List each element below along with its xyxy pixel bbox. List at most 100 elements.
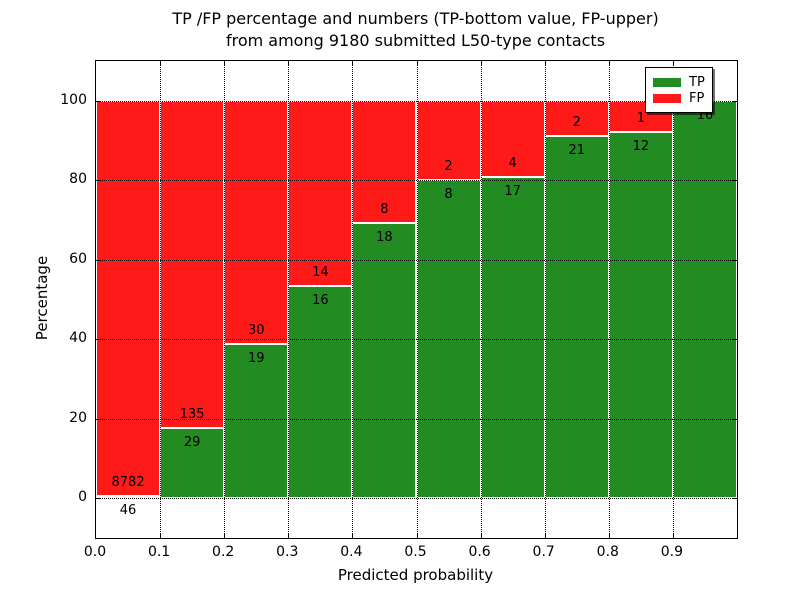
tp-count-label: 19 [247, 351, 265, 367]
x-tick-label: 0.3 [276, 544, 299, 560]
tp-count-label: 29 [183, 434, 201, 450]
y-axis-tick [96, 180, 101, 182]
fp-count-label: 8782 [111, 474, 145, 490]
vertical-gridline [672, 61, 674, 538]
y-axis-tick [96, 339, 101, 341]
x-tick-label: 0.7 [532, 544, 555, 560]
x-axis-tick-top [480, 61, 482, 66]
fp-count-label: 1 [636, 110, 645, 126]
tp-color-swatch [653, 77, 681, 87]
tp-bar-segment [224, 344, 289, 498]
tp-bar-segment [480, 176, 545, 498]
fp-count-label: 30 [247, 323, 265, 339]
vertical-gridline [288, 61, 290, 538]
fp-color-swatch [653, 93, 681, 103]
x-axis-tick-top [672, 61, 674, 66]
x-tick-label: 0.0 [83, 544, 107, 560]
vertical-gridline [608, 61, 610, 538]
chart-title: TP /FP percentage and numbers (TP-bottom… [95, 8, 736, 52]
tp-bar-segment [96, 495, 161, 498]
y-tick-label: 40 [69, 330, 87, 347]
y-axis-tick-right [732, 101, 737, 102]
x-axis-tick [352, 533, 354, 538]
vertical-gridline [416, 61, 418, 538]
x-axis-tick-top [352, 61, 354, 66]
fp-bar-segment [416, 101, 481, 181]
fp-count-label: 8 [380, 202, 389, 218]
y-axis-tick [96, 259, 101, 261]
vertical-gridline [160, 61, 162, 538]
y-tick-label: 60 [69, 250, 87, 267]
y-tick-label: 0 [78, 489, 87, 505]
vertical-gridline [544, 61, 546, 538]
chart-title-line1: TP /FP percentage and numbers (TP-bottom… [172, 9, 659, 28]
y-axis-tick-right [732, 498, 737, 499]
tp-count-label: 12 [632, 138, 650, 154]
x-axis-tick [416, 533, 418, 538]
x-axis-label: Predicted probability [337, 566, 494, 584]
legend-entry-fp: FP [653, 90, 712, 106]
tp-count-label: 21 [568, 142, 585, 158]
x-axis-tick-top [224, 61, 226, 66]
fp-count-label: 2 [572, 114, 581, 130]
y-tick-label: 20 [69, 409, 87, 426]
tp-count-label: 18 [376, 230, 393, 246]
y-axis-tick-right [732, 180, 737, 182]
chart-title-line2: from among 9180 submitted L50-type conta… [225, 31, 606, 50]
x-axis-tick [480, 533, 482, 538]
vertical-gridline [352, 61, 354, 538]
x-axis-tick [288, 533, 290, 538]
x-tick-label: 0.1 [147, 544, 171, 560]
x-tick-label: 0.4 [340, 544, 363, 560]
tp-bar-segment [544, 135, 609, 498]
y-tick-label: 100 [60, 92, 87, 108]
x-tick-label: 0.9 [660, 544, 684, 560]
x-tick-label: 0.6 [468, 544, 491, 560]
x-axis-tick [672, 533, 674, 538]
y-axis-tick [96, 418, 101, 420]
x-axis-tick [608, 533, 610, 538]
legend: TP FP [645, 67, 713, 113]
tp-bar-segment [352, 223, 417, 498]
tp-bar-segment [288, 286, 353, 498]
x-tick-label: 0.5 [404, 544, 427, 560]
tp-count-label: 16 [312, 293, 329, 309]
y-axis-tick [96, 101, 101, 102]
y-axis-tick-right [732, 418, 737, 420]
x-tick-label: 0.8 [596, 544, 619, 560]
fp-count-label: 2 [444, 159, 453, 175]
tp-bar-segment [672, 101, 737, 498]
tp-count-label: 46 [119, 502, 137, 518]
x-tick-label: 0.2 [212, 544, 235, 560]
fp-count-label: 135 [179, 406, 205, 422]
x-axis-tick [160, 533, 162, 538]
y-tick-label: 80 [69, 171, 87, 188]
vertical-gridline [224, 61, 226, 538]
x-axis-tick [544, 533, 546, 538]
fp-bar-segment [96, 101, 161, 496]
fp-bar-segment [288, 101, 353, 287]
tp-bar-segment [608, 131, 673, 498]
legend-label-tp: TP [689, 74, 705, 90]
fp-bar-segment [224, 101, 289, 345]
tp-bar-segment [160, 427, 225, 498]
plot-area: 8782 46 135 29 30 19 14 16 8 18 2 8 4 17 2 21 1 12 16 [95, 60, 738, 539]
y-axis-tick-right [732, 339, 737, 341]
legend-entry-tp: TP [653, 74, 712, 90]
x-axis-tick-top [288, 61, 290, 66]
x-axis-tick-top [608, 61, 610, 66]
fp-count-label: 4 [508, 155, 517, 171]
fp-bar-segment [160, 101, 225, 428]
fp-count-label: 14 [312, 265, 329, 281]
tp-count-label: 8 [444, 187, 453, 203]
y-axis-label: Percentage [33, 255, 51, 341]
legend-label-fp: FP [689, 90, 705, 106]
vertical-gridline [480, 61, 482, 538]
y-axis-tick [96, 498, 101, 499]
x-axis-tick-top [544, 61, 546, 66]
x-axis-tick [224, 533, 226, 538]
y-axis-tick-right [732, 259, 737, 261]
x-axis-tick-top [160, 61, 162, 66]
x-axis-tick-top [416, 61, 418, 66]
